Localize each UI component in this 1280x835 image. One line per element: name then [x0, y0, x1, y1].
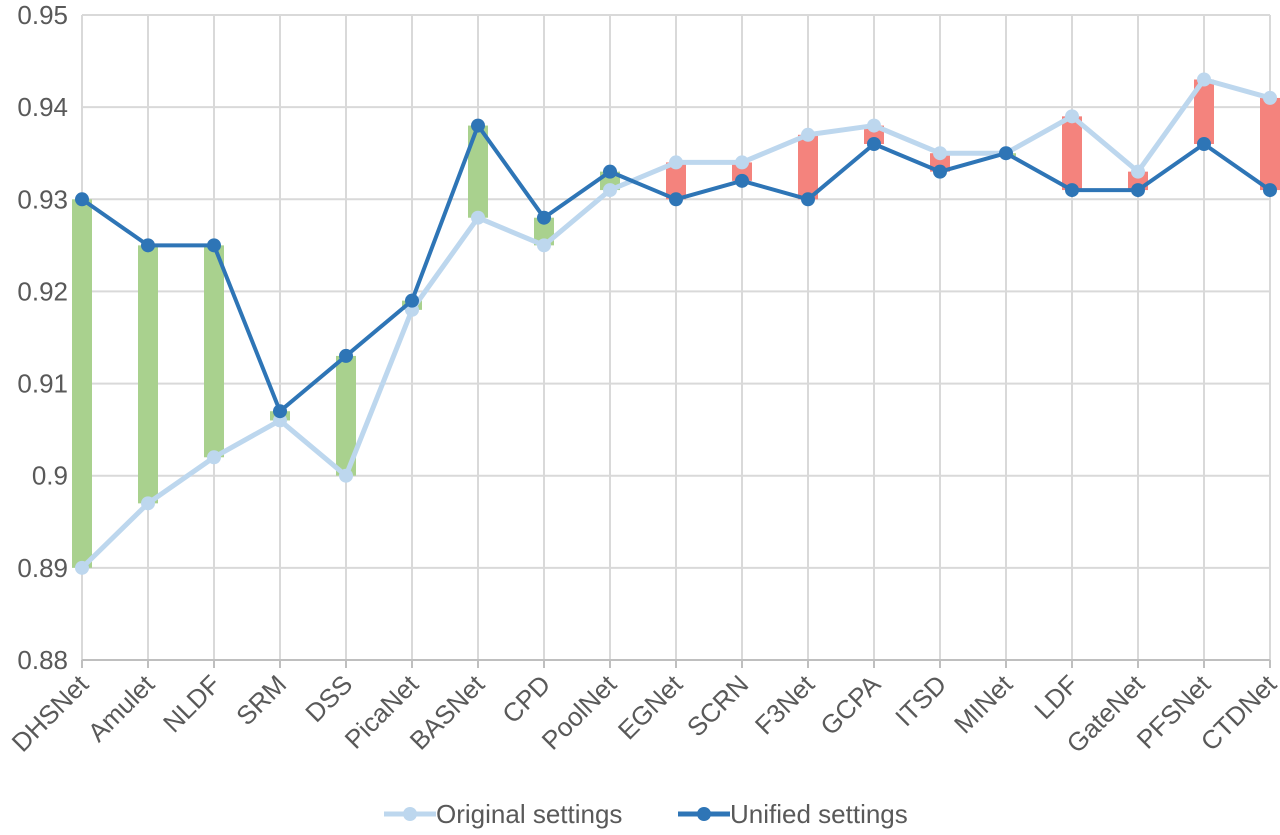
improvement-bar [138, 245, 158, 504]
data-point [867, 137, 881, 151]
x-category-label: GCPA [814, 669, 886, 741]
y-tick-label: 0.93 [17, 184, 68, 214]
legend-label: Original settings [436, 799, 622, 829]
data-point [75, 192, 89, 207]
y-tick-label: 0.95 [17, 0, 68, 30]
data-point [1197, 137, 1211, 151]
x-category-label: NLDF [157, 669, 226, 738]
x-category-label: PoolNet [536, 668, 623, 755]
data-point [273, 404, 287, 419]
x-category-label: LDF [1028, 669, 1084, 725]
data-point [603, 183, 617, 198]
legend-item: Original settings [384, 799, 622, 829]
x-category-label: MINet [948, 668, 1019, 739]
y-tick-label: 0.9 [32, 461, 68, 491]
improvement-bar [336, 355, 356, 476]
legend: Original settings Unified settings [384, 799, 908, 829]
legend-marker [697, 807, 711, 821]
data-point [999, 146, 1013, 161]
improvement-bar [72, 199, 92, 568]
data-point [75, 560, 89, 575]
x-category-label: SRM [230, 669, 292, 731]
data-point [471, 118, 485, 133]
x-category-label: ITSD [889, 669, 952, 732]
x-category-label: DSS [299, 669, 358, 728]
series-unified [75, 118, 1277, 419]
improvement-bar [204, 245, 224, 458]
x-category-label: F3Net [749, 668, 821, 740]
legend-marker [403, 807, 417, 821]
data-point [471, 210, 485, 225]
decline-bar [1062, 116, 1082, 191]
series-original [75, 72, 1277, 575]
y-tick-label: 0.91 [17, 369, 68, 399]
data-point [669, 192, 683, 207]
data-point [339, 348, 353, 363]
y-tick-label: 0.88 [17, 645, 68, 675]
x-category-label: BASNet [404, 668, 491, 755]
data-point [1065, 109, 1079, 124]
x-gridlines [81, 15, 1271, 668]
data-point [537, 238, 551, 253]
x-category-label: Amulet [82, 668, 161, 747]
data-point [735, 155, 749, 170]
data-point [933, 164, 947, 179]
data-point [933, 146, 947, 161]
x-category-label: DHSNet [6, 668, 95, 757]
data-point [801, 192, 815, 207]
decline-bar [798, 134, 818, 200]
data-point [537, 210, 551, 225]
series-layer [75, 72, 1277, 575]
decline-bar [1194, 79, 1214, 144]
data-point [867, 118, 881, 133]
x-category-label: SCRN [681, 669, 754, 742]
data-point [669, 155, 683, 170]
data-point [1263, 90, 1277, 105]
x-category-label: CPD [496, 669, 556, 729]
data-point [1197, 72, 1211, 87]
y-tick-label: 0.92 [17, 276, 68, 306]
data-point [1131, 183, 1145, 198]
data-point [1263, 183, 1277, 198]
data-point [207, 450, 221, 465]
y-tick-label: 0.89 [17, 553, 68, 583]
data-point [735, 173, 749, 188]
data-point [141, 496, 155, 511]
data-point [1065, 183, 1079, 198]
decline-bar [666, 162, 686, 200]
y-axis-ticks: 0.88 0.89 0.9 0.91 0.92 0.93 0.94 0.95 [17, 0, 68, 675]
decline-bar [1260, 97, 1280, 191]
data-point [1131, 164, 1145, 179]
data-point [603, 164, 617, 179]
data-point [405, 293, 419, 308]
x-category-label: EGNet [612, 668, 689, 745]
data-point [801, 127, 815, 142]
data-point [141, 238, 155, 253]
legend-label: Unified settings [730, 799, 908, 829]
data-point [207, 238, 221, 253]
legend-item: Unified settings [678, 799, 908, 829]
improvement-bar [468, 125, 488, 218]
data-point [339, 468, 353, 483]
y-tick-label: 0.94 [17, 92, 68, 122]
